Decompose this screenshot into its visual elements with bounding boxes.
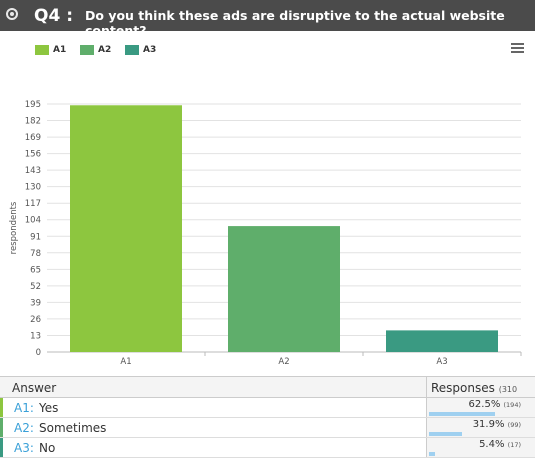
response-progress-bar	[429, 452, 435, 456]
response-cell: 31.9% (99)	[426, 418, 535, 437]
response-percent: 62.5% (194)	[469, 399, 521, 410]
y-tick-label: 156	[25, 150, 41, 160]
legend-item-a2[interactable]: A2	[80, 45, 111, 55]
y-tick-label: 0	[36, 348, 41, 358]
row-accent-a2	[0, 418, 3, 437]
y-tick-label: 65	[30, 265, 41, 275]
y-tick-label: 195	[25, 100, 41, 110]
response-cell: 62.5% (194)	[426, 398, 535, 417]
y-tick-label: 130	[25, 183, 41, 193]
question-header: Q4 : Do you think these ads are disrupti…	[0, 0, 535, 38]
legend-swatch-a1	[35, 45, 49, 55]
chart-area: A1 A2 A3 0 13 26 39 52 65 78 91 104 117 130 143 156 1…	[0, 31, 535, 376]
y-axis-label: respondents	[9, 201, 19, 254]
bar-a3	[386, 330, 498, 352]
answer-label: No	[39, 441, 56, 455]
y-tick-label: 143	[25, 166, 41, 176]
count-value: (194)	[503, 401, 521, 409]
legend-label: A3	[143, 45, 157, 55]
row-accent-a3	[0, 438, 3, 457]
answer-label: Sometimes	[39, 421, 107, 435]
x-tick-label: A2	[278, 357, 289, 367]
row-accent-a1	[0, 398, 3, 417]
y-tick-label: 117	[25, 199, 41, 209]
bar-chart: 0 13 26 39 52 65 78 91 104 117 130 143 156 169 182 195 r…	[9, 100, 522, 367]
legend-label: A1	[53, 45, 67, 55]
responses-title: Responses	[431, 381, 495, 395]
question-number: Q4 :	[34, 6, 73, 26]
legend-swatch-a2	[80, 45, 94, 55]
y-tick-label: 13	[30, 331, 41, 341]
hamburger-menu-icon[interactable]	[511, 43, 524, 54]
bar-a1	[70, 105, 182, 353]
answer-header: Answer	[12, 381, 57, 395]
answer-label: Yes	[39, 401, 59, 415]
answer-code: A2:	[14, 421, 34, 435]
response-table: Answer Responses (310 total) A1: Yes 62.…	[0, 376, 535, 461]
y-tick-label: 169	[25, 133, 41, 143]
legend-item-a3[interactable]: A3	[125, 45, 156, 55]
y-tick-label: 52	[30, 282, 41, 292]
y-tick-label: 26	[30, 315, 41, 325]
response-percent: 5.4% (17)	[479, 439, 521, 450]
legend-label: A2	[98, 45, 112, 55]
y-tick-label: 104	[25, 216, 41, 226]
x-tick-label: A1	[120, 357, 131, 367]
response-progress-bar	[429, 412, 495, 416]
answer-code: A3:	[14, 441, 34, 455]
percent-value: 5.4%	[479, 439, 505, 450]
table-row: A1: Yes 62.5% (194)	[0, 398, 535, 418]
y-tick-label: 39	[30, 298, 41, 308]
x-tick-label: A3	[436, 357, 447, 367]
response-cell: 5.4% (17)	[426, 438, 535, 457]
response-progress-bar	[429, 432, 463, 436]
bar-a2	[228, 226, 340, 352]
percent-value: 31.9%	[472, 419, 505, 430]
percent-value: 62.5%	[468, 399, 501, 410]
table-header: Answer Responses (310 total)	[0, 376, 535, 408]
legend-item-a1[interactable]: A1	[35, 45, 66, 55]
radio-icon[interactable]	[6, 8, 18, 20]
y-tick-label: 91	[30, 232, 41, 242]
legend-swatch-a3	[125, 45, 139, 55]
y-tick-label: 182	[25, 117, 41, 127]
table-row: A3: No 5.4% (17)	[0, 438, 535, 458]
y-tick-label: 78	[30, 249, 41, 259]
count-value: (99)	[507, 421, 521, 429]
table-row: A2: Sometimes 31.9% (99)	[0, 418, 535, 438]
answer-code: A1:	[14, 401, 34, 415]
count-value: (17)	[507, 441, 521, 449]
response-percent: 31.9% (99)	[473, 419, 521, 430]
